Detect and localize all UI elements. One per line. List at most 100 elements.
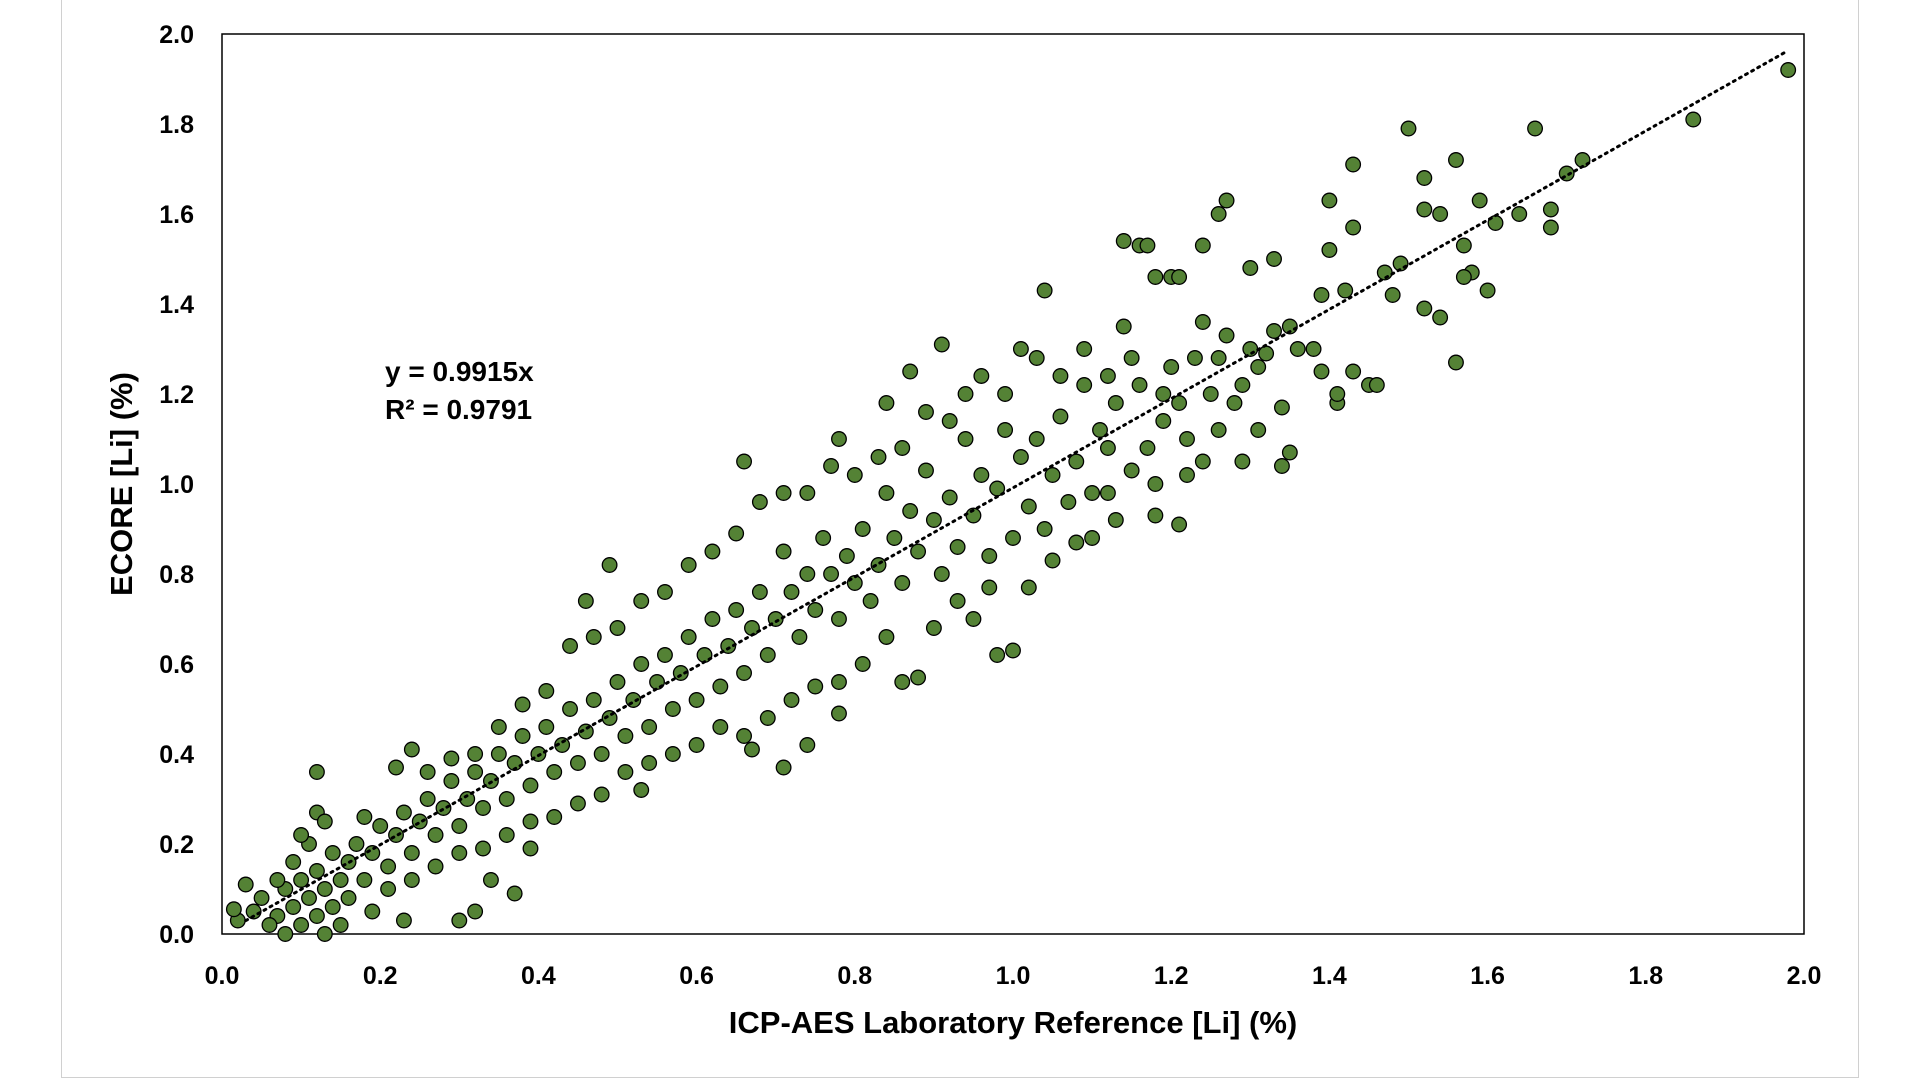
data-point [593, 786, 610, 803]
data-point [728, 602, 745, 618]
data-point [1226, 395, 1243, 411]
data-point [688, 737, 705, 753]
data-point [973, 368, 990, 384]
data-point [364, 845, 381, 861]
data-point [1281, 444, 1298, 461]
data-point [910, 543, 927, 560]
data-point [261, 917, 278, 933]
data-point [894, 674, 911, 690]
data-point [1147, 476, 1164, 492]
data-point [308, 863, 325, 879]
data-point [680, 629, 697, 645]
data-point [854, 521, 871, 537]
y-tick-label: 1.4 [159, 291, 194, 319]
data-point [1012, 449, 1029, 465]
data-point [522, 840, 539, 857]
x-tick-label: 2.0 [1787, 962, 1822, 990]
data-point [388, 827, 404, 843]
data-point [348, 836, 365, 852]
data-point [815, 530, 832, 546]
data-point [609, 674, 626, 690]
data-point [1511, 206, 1528, 222]
y-tick-label: 1.6 [159, 201, 194, 229]
data-point [451, 912, 468, 929]
data-point [253, 890, 270, 906]
data-point [245, 903, 262, 920]
data-point [862, 593, 879, 609]
data-point [269, 872, 286, 888]
trendline [244, 49, 1790, 923]
data-point [293, 872, 310, 888]
data-point [854, 656, 871, 672]
data-point [562, 701, 578, 717]
data-point [846, 467, 863, 483]
data-point [1123, 350, 1140, 366]
data-point [372, 818, 389, 834]
data-point [1234, 453, 1251, 470]
data-point [570, 755, 586, 771]
data-point [1068, 453, 1085, 470]
data-point [933, 336, 950, 353]
data-point [910, 669, 927, 686]
data-point [538, 683, 555, 699]
y-tick-label: 0.6 [159, 651, 194, 679]
data-point [981, 579, 998, 596]
data-point [1194, 453, 1211, 470]
data-point [894, 575, 911, 591]
data-point [427, 827, 444, 843]
x-axis-label: ICP-AES Laboratory Reference [Li] (%) [729, 1005, 1297, 1040]
data-point [467, 746, 484, 762]
data-point [633, 593, 650, 609]
x-tick-label: 0.2 [363, 962, 398, 990]
data-point [1076, 377, 1093, 393]
data-point [380, 881, 397, 897]
data-point [332, 917, 349, 933]
data-point [435, 800, 452, 816]
data-point [1123, 462, 1140, 479]
data-point [823, 566, 840, 582]
data-point [1329, 386, 1346, 402]
data-point [293, 827, 310, 843]
data-point [380, 858, 397, 875]
data-point [775, 759, 792, 776]
data-point [1266, 323, 1282, 339]
data-point [1321, 242, 1338, 258]
data-point [1099, 368, 1116, 384]
y-tick-label: 0.8 [159, 561, 194, 589]
data-point [799, 737, 816, 753]
data-point [712, 678, 729, 695]
data-point [1218, 192, 1235, 209]
data-point [1242, 260, 1259, 276]
x-tick-label: 0.4 [521, 962, 556, 990]
data-point [728, 525, 745, 542]
data-point [902, 363, 919, 380]
y-tick-label: 1.0 [159, 471, 194, 499]
data-point [1432, 309, 1449, 326]
data-point [1076, 341, 1093, 357]
data-point [593, 746, 610, 762]
data-point [1052, 408, 1069, 425]
data-point [225, 901, 242, 918]
y-tick-labels: 0.0 0.2 0.4 0.6 0.8 1.0 1.2 1.4 1.6 1.8 2.0 [159, 21, 194, 949]
data-point [1250, 359, 1267, 375]
data-point [925, 620, 942, 636]
data-point [997, 422, 1014, 438]
data-point [1527, 120, 1544, 137]
data-point [316, 813, 333, 830]
data-point [664, 701, 681, 717]
data-point [601, 557, 618, 573]
data-point [1155, 413, 1172, 429]
data-point [411, 813, 428, 830]
data-point [293, 917, 310, 933]
data-point [1194, 237, 1211, 254]
data-point [736, 665, 753, 681]
data-point [664, 746, 681, 762]
data-point [1107, 395, 1124, 411]
data-point [514, 696, 531, 713]
data-point [704, 543, 721, 560]
data-point [1242, 341, 1259, 357]
data-point [751, 494, 768, 510]
data-point [1448, 152, 1464, 168]
data-point [1479, 282, 1496, 299]
data-point [1345, 156, 1362, 173]
